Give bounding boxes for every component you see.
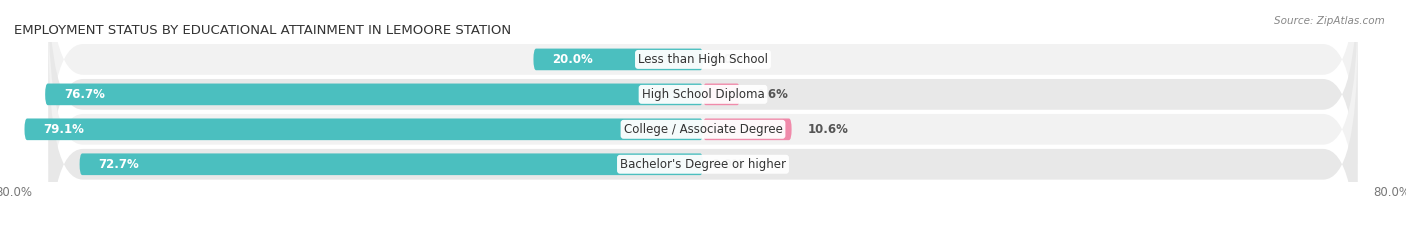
FancyBboxPatch shape xyxy=(45,84,703,105)
FancyBboxPatch shape xyxy=(48,0,1358,219)
Text: EMPLOYMENT STATUS BY EDUCATIONAL ATTAINMENT IN LEMOORE STATION: EMPLOYMENT STATUS BY EDUCATIONAL ATTAINM… xyxy=(14,24,512,37)
FancyBboxPatch shape xyxy=(48,0,1358,184)
Text: Bachelor's Degree or higher: Bachelor's Degree or higher xyxy=(620,158,786,171)
Text: 79.1%: 79.1% xyxy=(44,123,84,136)
FancyBboxPatch shape xyxy=(80,154,703,175)
FancyBboxPatch shape xyxy=(703,118,792,140)
Text: 20.0%: 20.0% xyxy=(553,53,593,66)
Text: 76.7%: 76.7% xyxy=(65,88,105,101)
Text: High School Diploma: High School Diploma xyxy=(641,88,765,101)
FancyBboxPatch shape xyxy=(48,5,1358,233)
Text: 0.0%: 0.0% xyxy=(711,158,744,171)
Text: Source: ZipAtlas.com: Source: ZipAtlas.com xyxy=(1274,16,1385,26)
FancyBboxPatch shape xyxy=(48,40,1358,233)
Text: 0.0%: 0.0% xyxy=(711,53,744,66)
Text: Less than High School: Less than High School xyxy=(638,53,768,66)
FancyBboxPatch shape xyxy=(24,118,703,140)
FancyBboxPatch shape xyxy=(533,49,703,70)
Text: 10.6%: 10.6% xyxy=(807,123,848,136)
Text: 72.7%: 72.7% xyxy=(98,158,139,171)
Text: College / Associate Degree: College / Associate Degree xyxy=(624,123,782,136)
Text: 4.6%: 4.6% xyxy=(755,88,789,101)
FancyBboxPatch shape xyxy=(703,84,740,105)
